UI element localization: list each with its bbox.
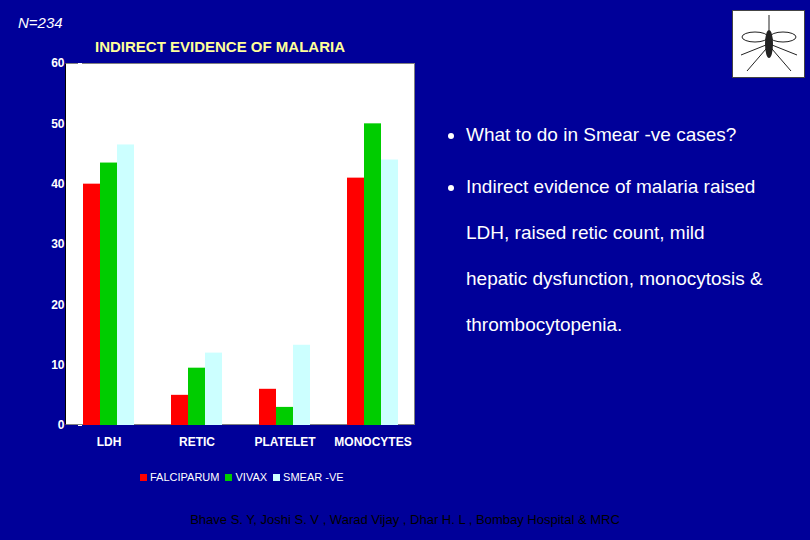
svg-text:10: 10 xyxy=(51,358,65,372)
svg-text:RETIC: RETIC xyxy=(179,435,215,449)
svg-text:PLATELET: PLATELET xyxy=(254,435,316,449)
svg-text:20: 20 xyxy=(51,298,65,312)
svg-text:40: 40 xyxy=(51,177,65,191)
html-text:SMEAR -VE: SMEAR -VE xyxy=(283,471,344,483)
html-text:What to do in Smear -ve cases?: What to do in Smear -ve cases? xyxy=(466,124,737,145)
html-text:N=234: N=234 xyxy=(18,14,63,31)
svg-text:MONOCYTES: MONOCYTES xyxy=(334,435,411,449)
html-text:FALCIPARUM: FALCIPARUM xyxy=(150,471,220,483)
html-text:VIVAX: VIVAX xyxy=(235,471,268,483)
html-text:Bhave S. Y, Joshi S. V , Warad: Bhave S. Y, Joshi S. V , Warad Vijay , D… xyxy=(190,512,620,527)
html-text:INDIRECT EVIDENCE OF MALARIA: INDIRECT EVIDENCE OF MALARIA xyxy=(95,38,345,55)
svg-text:60: 60 xyxy=(51,56,65,70)
svg-text:0: 0 xyxy=(58,418,65,432)
html-text:Indirect evidence of malaria r: Indirect evidence of malaria raised LDH,… xyxy=(466,176,763,335)
svg-text:30: 30 xyxy=(51,237,65,251)
svg-text:LDH: LDH xyxy=(97,435,122,449)
svg-text:50: 50 xyxy=(51,117,65,131)
